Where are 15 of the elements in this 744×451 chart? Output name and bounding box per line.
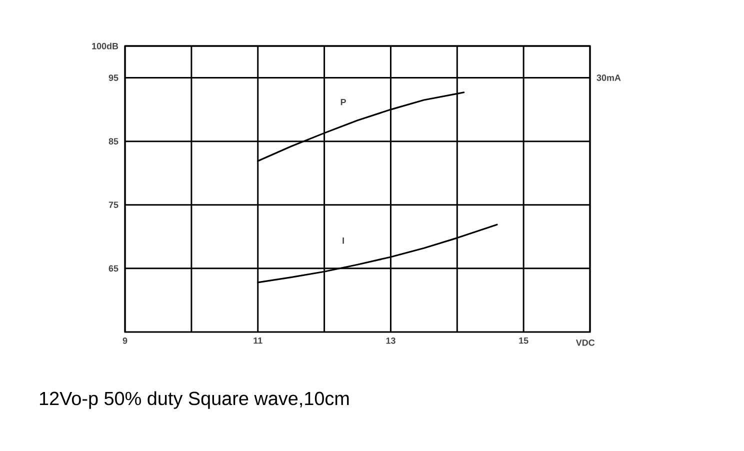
x-axis-title: VDC	[576, 340, 595, 346]
x-tick-label: 9	[122, 338, 128, 344]
text: 30mA	[596, 74, 621, 81]
y-tick-label: 85	[108, 138, 118, 144]
text: I	[342, 238, 344, 244]
y-tick-label: 65	[108, 265, 118, 272]
y-tick-label: 100dB	[92, 42, 118, 50]
text: 12Vo-p 50% duty Square wave,10cm	[40, 391, 349, 409]
x-tick-label: 13	[386, 338, 396, 344]
x-tick-label: 11	[254, 338, 262, 344]
text: P	[340, 98, 346, 106]
y-tick-label: 95	[108, 74, 118, 81]
x-tick-label: 15	[519, 338, 528, 344]
line-series	[257, 92, 465, 162]
y-tick-label: 75	[108, 202, 118, 208]
